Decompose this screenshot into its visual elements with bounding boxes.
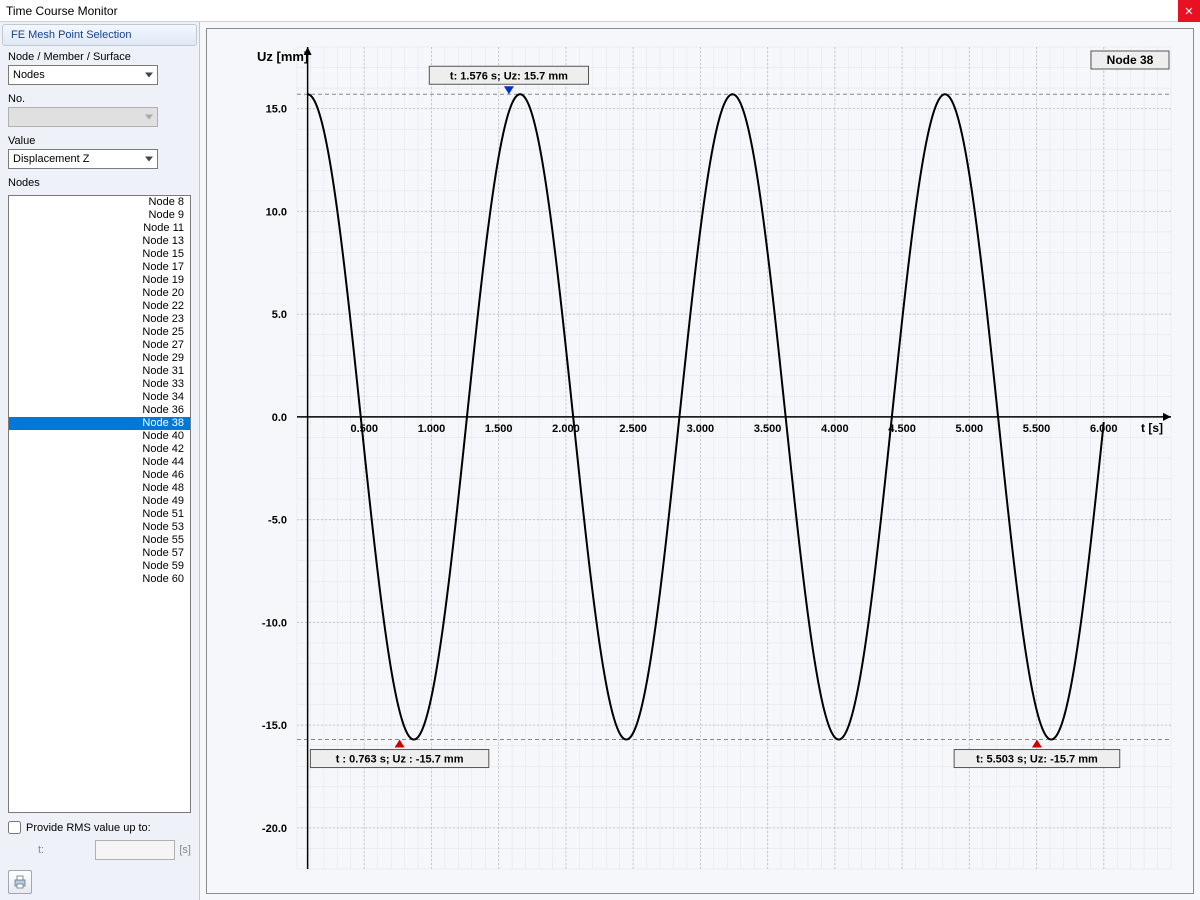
rms-t-spinner[interactable]: ▲▼ — [95, 840, 175, 860]
panel-header: FE Mesh Point Selection — [2, 24, 197, 46]
svg-text:-5.0: -5.0 — [268, 515, 287, 527]
nodes-label-row: Nodes — [2, 175, 197, 193]
window-title: Time Course Monitor — [6, 4, 118, 18]
rms-t-label: t: — [38, 844, 44, 856]
value-dropdown[interactable]: Displacement Z — [8, 149, 158, 169]
svg-text:0.500: 0.500 — [350, 423, 378, 435]
chart-area: 0.5001.0001.5002.0002.5003.0003.5004.000… — [200, 22, 1200, 900]
rms-row: Provide RMS value up to: — [2, 817, 197, 838]
list-item[interactable]: Node 33 — [9, 378, 190, 391]
list-item[interactable]: Node 11 — [9, 222, 190, 235]
nodes-list[interactable]: Node 8Node 9Node 11Node 13Node 15Node 17… — [8, 195, 191, 813]
chart-box: 0.5001.0001.5002.0002.5003.0003.5004.000… — [206, 28, 1194, 894]
list-item[interactable]: Node 23 — [9, 313, 190, 326]
rms-unit: [s] — [179, 844, 191, 856]
list-item[interactable]: Node 44 — [9, 456, 190, 469]
rms-checkbox[interactable] — [8, 821, 21, 834]
title-bar: Time Course Monitor ✕ — [0, 0, 1200, 22]
list-item[interactable]: Node 15 — [9, 248, 190, 261]
svg-text:5.0: 5.0 — [272, 309, 287, 321]
list-item[interactable]: Node 31 — [9, 365, 190, 378]
print-button[interactable] — [8, 870, 32, 894]
svg-text:2.500: 2.500 — [619, 423, 647, 435]
list-item[interactable]: Node 40 — [9, 430, 190, 443]
no-row: No. — [2, 91, 197, 133]
list-item[interactable]: Node 55 — [9, 534, 190, 547]
list-item[interactable]: Node 13 — [9, 235, 190, 248]
svg-text:1.500: 1.500 — [485, 423, 513, 435]
rms-t-row: t: ▲▼ [s] — [2, 838, 197, 866]
list-item[interactable]: Node 9 — [9, 209, 190, 222]
list-item[interactable]: Node 19 — [9, 274, 190, 287]
svg-text:1.000: 1.000 — [418, 423, 446, 435]
list-item[interactable]: Node 29 — [9, 352, 190, 365]
close-button[interactable]: ✕ — [1178, 0, 1200, 22]
list-item[interactable]: Node 46 — [9, 469, 190, 482]
list-item[interactable]: Node 27 — [9, 339, 190, 352]
no-label: No. — [8, 93, 191, 105]
svg-text:5.500: 5.500 — [1023, 423, 1051, 435]
left-panel: FE Mesh Point Selection Node / Member / … — [0, 22, 200, 900]
nodes-label: Nodes — [8, 177, 191, 189]
list-item[interactable]: Node 53 — [9, 521, 190, 534]
type-row: Node / Member / Surface Nodes — [2, 49, 197, 91]
svg-text:15.0: 15.0 — [266, 104, 287, 116]
list-item[interactable]: Node 8 — [9, 196, 190, 209]
svg-text:t: 5.503 s; Uz: -15.7 mm: t: 5.503 s; Uz: -15.7 mm — [976, 754, 1098, 766]
printer-icon — [12, 874, 28, 890]
list-item[interactable]: Node 22 — [9, 300, 190, 313]
svg-text:t : 0.763 s; Uz : -15.7 mm: t : 0.763 s; Uz : -15.7 mm — [336, 754, 464, 766]
svg-text:t [s]: t [s] — [1141, 421, 1163, 435]
value-row: Value Displacement Z — [2, 133, 197, 175]
svg-text:5.000: 5.000 — [956, 423, 984, 435]
list-item[interactable]: Node 20 — [9, 287, 190, 300]
svg-text:3.000: 3.000 — [687, 423, 715, 435]
list-item[interactable]: Node 36 — [9, 404, 190, 417]
list-item[interactable]: Node 51 — [9, 508, 190, 521]
list-item[interactable]: Node 48 — [9, 482, 190, 495]
svg-text:-10.0: -10.0 — [262, 617, 287, 629]
svg-text:Node 38: Node 38 — [1107, 53, 1154, 67]
list-item[interactable]: Node 59 — [9, 560, 190, 573]
svg-text:4.500: 4.500 — [888, 423, 916, 435]
list-item[interactable]: Node 57 — [9, 547, 190, 560]
list-item[interactable]: Node 42 — [9, 443, 190, 456]
svg-text:10.0: 10.0 — [266, 206, 287, 218]
value-label: Value — [8, 135, 191, 147]
svg-text:Uz [mm]: Uz [mm] — [257, 49, 308, 64]
svg-text:-20.0: -20.0 — [262, 823, 287, 835]
svg-text:3.500: 3.500 — [754, 423, 782, 435]
type-dropdown[interactable]: Nodes — [8, 65, 158, 85]
list-item[interactable]: Node 60 — [9, 573, 190, 586]
svg-text:4.000: 4.000 — [821, 423, 849, 435]
no-dropdown — [8, 107, 158, 127]
content-area: FE Mesh Point Selection Node / Member / … — [0, 22, 1200, 900]
list-item[interactable]: Node 38 — [9, 417, 190, 430]
svg-text:t: 1.576 s; Uz: 15.7 mm: t: 1.576 s; Uz: 15.7 mm — [450, 70, 568, 82]
list-item[interactable]: Node 49 — [9, 495, 190, 508]
svg-text:0.0: 0.0 — [272, 412, 287, 424]
type-label: Node / Member / Surface — [8, 51, 191, 63]
list-item[interactable]: Node 17 — [9, 261, 190, 274]
rms-label: Provide RMS value up to: — [26, 822, 151, 834]
list-item[interactable]: Node 25 — [9, 326, 190, 339]
svg-text:-15.0: -15.0 — [262, 720, 287, 732]
chart-svg[interactable]: 0.5001.0001.5002.0002.5003.0003.5004.000… — [207, 29, 1191, 887]
list-item[interactable]: Node 34 — [9, 391, 190, 404]
